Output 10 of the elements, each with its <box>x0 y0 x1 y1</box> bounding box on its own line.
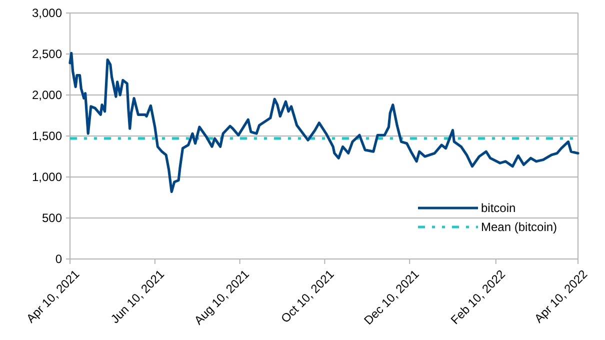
y-tick-label: 1,000 <box>32 170 62 184</box>
y-tick-label: 3,000 <box>32 6 62 20</box>
y-tick-label: 2,500 <box>32 47 62 62</box>
legend-label: Mean (bitcoin) <box>481 220 558 234</box>
line-series <box>68 52 580 194</box>
y-tick-label: 0 <box>55 252 62 266</box>
y-tick-label: 2,000 <box>32 88 62 102</box>
y-tick-label: 500 <box>42 211 62 226</box>
y-tick-label: 1,500 <box>32 129 62 144</box>
legend-label: bitcoin <box>481 201 516 216</box>
